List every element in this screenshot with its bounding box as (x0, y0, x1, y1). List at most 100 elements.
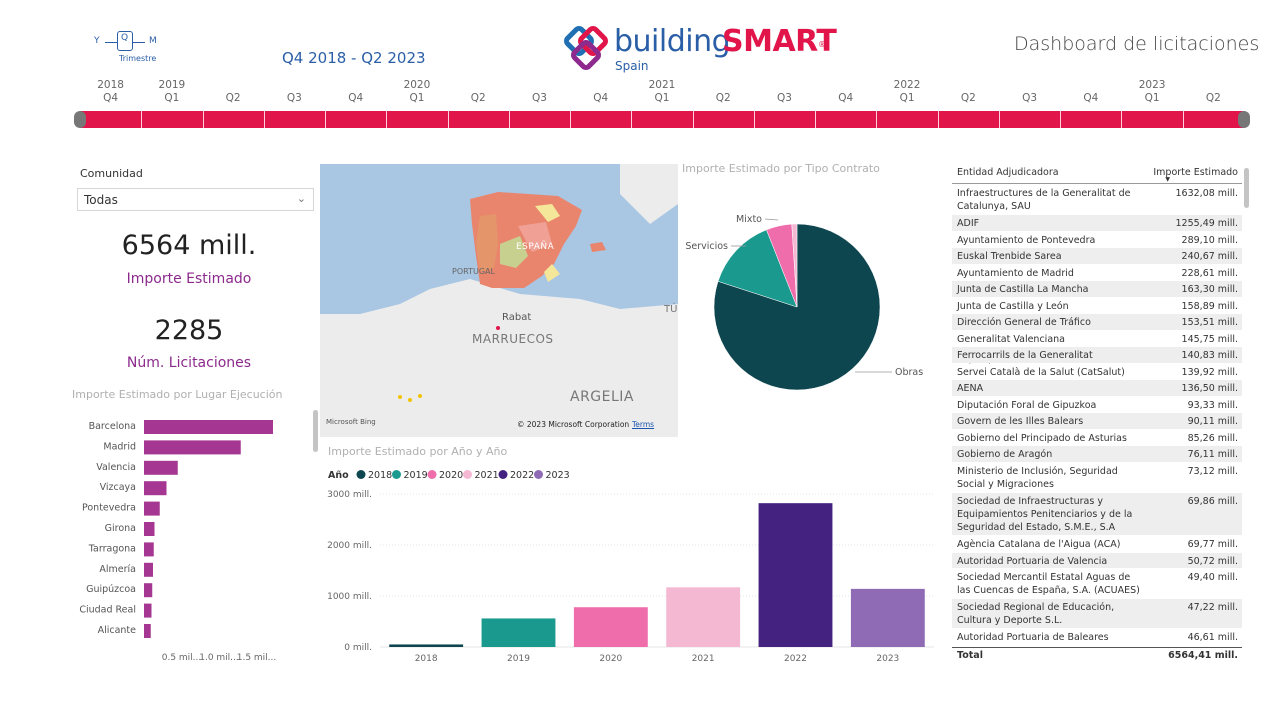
table-row[interactable]: Junta de Castilla y León 158,89 mill. (952, 297, 1242, 314)
table-row[interactable]: Diputación Foral de Gipuzkoa 93,33 mill. (952, 396, 1242, 413)
timeline-quarter-label[interactable]: Q4 (838, 92, 854, 104)
table-row[interactable]: Ayuntamiento de Pontevedra 289,10 mill. (952, 231, 1242, 248)
timeline-end-handle[interactable] (1238, 111, 1250, 128)
year-bar[interactable] (850, 588, 925, 647)
year-legend-label[interactable]: 2020 (439, 470, 463, 481)
year-legend-marker[interactable] (534, 470, 543, 479)
table-row[interactable]: Autoridad Portuaria de Valencia 50,72 mil… (952, 552, 1242, 569)
ceuta-marker[interactable] (496, 326, 500, 330)
timeline-quarter-label[interactable]: Q1 (899, 92, 915, 104)
murcia-region[interactable] (544, 264, 560, 282)
timeline-quarter-label[interactable]: Q2 (470, 92, 486, 104)
table-row[interactable]: Servei Català de la Salut (CatSalut) 139,… (952, 363, 1242, 380)
timeline-quarter-label[interactable]: Q1 (654, 92, 670, 104)
year-legend-label[interactable]: 2019 (404, 470, 428, 481)
timeline-quarter-label[interactable]: Q4 (1083, 92, 1099, 104)
timeline-start-handle[interactable] (74, 111, 86, 128)
timeline-quarter-label[interactable]: Q3 (531, 92, 547, 104)
year-legend-label[interactable]: 2023 (546, 470, 570, 481)
table-row[interactable]: Autoridad Portuaria de Baleares 46,61 mil… (952, 629, 1242, 646)
timeline-quarter-label[interactable]: Q3 (1022, 92, 1038, 104)
table-row[interactable]: Ferrocarrils de la Generalitat Valencian… (952, 347, 1242, 374)
year-bar[interactable] (758, 503, 833, 647)
lugar-bar[interactable] (144, 542, 154, 557)
timeline-quarter-label[interactable]: Q4 (348, 92, 364, 104)
table-row[interactable]: Junta de Castilla La Mancha 163,30 mill. (952, 281, 1242, 298)
navarra-region[interactable] (535, 204, 560, 222)
year-legend-marker[interactable] (427, 470, 437, 479)
year-bar[interactable] (389, 644, 464, 647)
table-row[interactable]: Agència Catalana de l'Aigua (ACA) 69,77 m… (952, 536, 1242, 553)
timeline-year-label: 2022 (893, 79, 921, 91)
map-terms-link[interactable]: Terms (632, 420, 655, 429)
portugal-region[interactable] (476, 214, 498, 272)
timeline-slicer[interactable]: Q4 Q1 Q2 Q3 Q4 Q1 Q2 Q3 Q4 Q1 Q2 Q3 Q4 Q1 Q2 Q3 Q4 Q1 Q2 20… (72, 78, 1252, 134)
lugar-scrollbar[interactable] (313, 410, 318, 452)
map-canvas[interactable] (320, 164, 678, 437)
drill-quarter-icon[interactable]: Q (117, 31, 133, 51)
lugar-bar[interactable] (144, 440, 241, 455)
lugar-bar[interactable] (144, 522, 155, 536)
table-row[interactable]: Generalitat Valenciana 145,75 mill. (952, 330, 1242, 347)
hierarchy-drill-control[interactable]: Y Q M Trimestre (92, 28, 182, 68)
year-bar[interactable] (481, 618, 556, 647)
timeline-quarter-label[interactable]: Q2 (1205, 92, 1221, 104)
table-row[interactable]: Gobierno de Aragón 76,11 mill. (952, 446, 1242, 463)
lugar-bar[interactable] (144, 460, 178, 475)
table-row[interactable]: Euskal Trenbide Sarea 240,67 mill. (952, 248, 1242, 265)
timeline-quarter-label[interactable]: Q1 (409, 92, 425, 104)
map-visual[interactable]: ESPAÑA PORTUGAL Rabat MARRUECOS ARGELIA … (320, 164, 678, 437)
comunidad-dropdown[interactable]: Todas ⌄ (77, 188, 314, 211)
timeline-range-bar[interactable] (80, 111, 1244, 128)
year-legend-label[interactable]: 2021 (475, 470, 499, 481)
canarias-marker-3[interactable] (418, 394, 422, 398)
year-legend-label[interactable]: 2018 (368, 470, 392, 481)
timeline-quarter-label[interactable]: Q4 (103, 92, 119, 104)
drill-year-label[interactable]: Y (94, 36, 100, 46)
canarias-marker-2[interactable] (408, 398, 412, 402)
pie-slice[interactable] (791, 223, 798, 308)
timeline-quarter-label[interactable]: Q1 (164, 92, 180, 104)
table-row[interactable]: Sociedad Regional de Educación, Cultura … (952, 599, 1242, 629)
canarias-marker-1[interactable] (398, 395, 402, 399)
year-legend-marker[interactable] (356, 470, 366, 479)
timeline-quarter-label[interactable]: Q2 (225, 92, 241, 104)
table-row[interactable]: Ayuntamiento de Madrid 228,61 mill. (952, 264, 1242, 281)
table-row[interactable]: Gobierno del Principado de Asturias 85,26… (952, 429, 1242, 446)
table-row[interactable]: Govern de les Illes Balears 90,11 mill. (952, 413, 1242, 430)
lugar-bar[interactable] (144, 501, 160, 516)
extremadura-region[interactable] (500, 236, 528, 268)
header-entidad[interactable]: Entidad Adjudicadora (957, 167, 1059, 178)
timeline-quarter-label[interactable]: Q4 (593, 92, 609, 104)
timeline-quarter-label[interactable]: Q2 (715, 92, 731, 104)
timeline-quarter-label[interactable]: Q3 (777, 92, 792, 104)
drill-month-label[interactable]: M (149, 36, 157, 46)
year-legend-marker[interactable] (463, 470, 472, 479)
lugar-bar[interactable] (144, 481, 167, 496)
table-scrollbar[interactable] (1244, 168, 1249, 208)
year-bar[interactable] (573, 607, 648, 647)
table-row[interactable]: Ministerio de Inclusión, Seguridad Socia… (952, 462, 1242, 493)
table-row[interactable]: Dirección General de Tráfico 153,51 mill. (952, 314, 1242, 331)
table-row[interactable]: ADIF 1255,49 mill. (952, 215, 1242, 232)
year-legend-marker[interactable] (392, 470, 401, 479)
baleares-region[interactable] (590, 242, 606, 252)
table-row[interactable]: Sociedad de Infraestructuras y Equipamie… (952, 492, 1242, 536)
header-importe[interactable]: Importe Estimado (1153, 167, 1238, 178)
lugar-bar[interactable] (144, 420, 273, 434)
lugar-bar[interactable] (144, 583, 153, 598)
table-row[interactable]: Infraestructures de la Generalitat de Ca… (952, 185, 1242, 215)
timeline-quarter-label[interactable]: Q1 (1144, 92, 1160, 104)
timeline-quarter-label[interactable]: Q3 (286, 92, 302, 104)
castilla-mancha-region[interactable] (518, 222, 552, 252)
lugar-bar[interactable] (144, 624, 151, 638)
year-legend-marker[interactable] (498, 470, 508, 479)
timeline-quarter-label[interactable]: Q2 (960, 92, 976, 104)
table-row[interactable]: AENA 136,50 mill. (952, 380, 1242, 397)
lugar-bar[interactable] (144, 562, 153, 577)
year-bar[interactable] (666, 587, 741, 647)
lugar-bar[interactable] (144, 603, 152, 618)
pie-slice[interactable] (717, 229, 798, 308)
table-row[interactable]: Sociedad Mercantil Estatal Aguas de las … (952, 569, 1242, 599)
year-legend-label[interactable]: 2022 (510, 470, 534, 481)
